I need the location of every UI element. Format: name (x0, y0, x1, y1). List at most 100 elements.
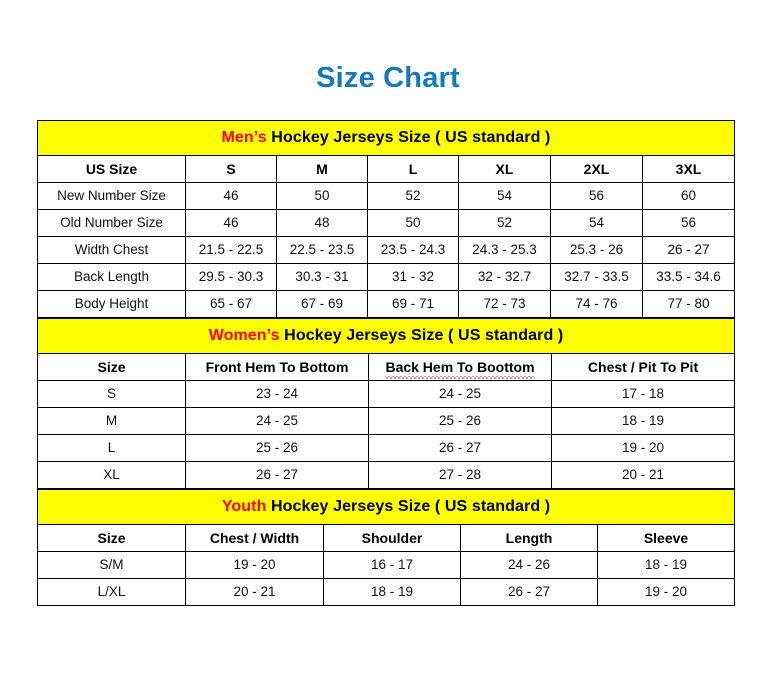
womens-row-3-value-1: 27 - 28 (368, 461, 552, 489)
table-row: S 23 - 24 24 - 25 17 - 18 (37, 380, 736, 408)
mens-row-1-label: Old Number Size (37, 209, 186, 237)
mens-row-1-value-1: 48 (276, 209, 368, 237)
mens-row-2-label: Width Chest (37, 236, 186, 264)
mens-row-4-value-4: 74 - 76 (550, 290, 643, 318)
page-title: Size Chart (316, 62, 460, 94)
table-row: Body Height 65 - 67 67 - 69 69 - 71 72 -… (37, 290, 735, 318)
mens-row-3-value-5: 33.5 - 34.6 (642, 263, 735, 291)
mens-row-2-value-3: 24.3 - 25.3 (458, 236, 551, 264)
womens-row-1-value-1: 25 - 26 (368, 407, 552, 435)
table-row: L 25 - 26 26 - 27 19 - 20 (37, 434, 736, 462)
mens-header-cell-1: S (185, 155, 277, 183)
youth-header-cell-1: Chest / Width (185, 524, 324, 552)
womens-row-1-value-2: 18 - 19 (550, 407, 736, 435)
mens-row-4-value-0: 65 - 67 (185, 290, 277, 318)
youth-row-0-label: S/M (37, 551, 186, 579)
mens-banner-rest: Hockey Jerseys Size ( US standard ) (266, 129, 551, 146)
youth-row-0-value-2: 24 - 26 (460, 551, 598, 579)
youth-banner-accent: Youth (221, 498, 267, 515)
mens-row-0-value-2: 52 (367, 182, 459, 210)
womens-row-0-value-1: 24 - 25 (368, 380, 552, 408)
mens-row-1-value-5: 56 (642, 209, 735, 237)
mens-header-cell-4: XL (458, 155, 551, 183)
youth-row-0-value-1: 16 - 17 (323, 551, 461, 579)
womens-banner-rest: Hockey Jerseys Size ( US standard ) (279, 327, 564, 344)
mens-banner-cell: Men’s Hockey Jerseys Size ( US standard … (37, 120, 735, 156)
youth-row-1-value-3: 19 - 20 (597, 578, 735, 606)
table-row: L/XL 20 - 21 18 - 19 26 - 27 19 - 20 (37, 578, 735, 606)
mens-row-3-value-3: 32 - 32.7 (458, 263, 551, 291)
youth-header-cell-0: Size (37, 524, 186, 552)
youth-section-banner: Youth Hockey Jerseys Size ( US standard … (37, 489, 735, 525)
mens-header-cell-0: US Size (37, 155, 186, 183)
mens-row-0-label: New Number Size (37, 182, 186, 210)
womens-header-cell-2-text: Back Hem To Boottom (385, 355, 535, 380)
youth-banner-rest: Hockey Jerseys Size ( US standard ) (266, 498, 551, 515)
womens-size-table: Women’s Hockey Jerseys Size ( US standar… (36, 318, 736, 489)
mens-row-0-value-0: 46 (185, 182, 277, 210)
mens-row-2-value-5: 26 - 27 (642, 236, 735, 264)
youth-header-row: Size Chest / Width Shoulder Length Sleev… (37, 524, 735, 552)
mens-row-3-label: Back Length (37, 263, 186, 291)
mens-row-1-value-3: 52 (458, 209, 551, 237)
womens-row-2-value-0: 25 - 26 (185, 434, 369, 462)
table-row: Old Number Size 46 48 50 52 54 56 (37, 209, 735, 237)
womens-header-cell-1: Front Hem To Bottom (185, 353, 369, 381)
womens-row-1-value-0: 24 - 25 (185, 407, 369, 435)
womens-banner-accent: Women’s (208, 327, 280, 344)
mens-row-2-value-0: 21.5 - 22.5 (185, 236, 277, 264)
mens-row-4-value-3: 72 - 73 (458, 290, 551, 318)
youth-banner-cell: Youth Hockey Jerseys Size ( US standard … (37, 489, 735, 525)
womens-header-cell-3: Chest / Pit To Pit (550, 353, 736, 381)
youth-header-cell-3: Length (460, 524, 598, 552)
youth-header-cell-4: Sleeve (597, 524, 735, 552)
table-row: M 24 - 25 25 - 26 18 - 19 (37, 407, 736, 435)
mens-header-cell-3: L (367, 155, 459, 183)
mens-row-4-value-2: 69 - 71 (367, 290, 459, 318)
mens-row-3-value-1: 30.3 - 31 (276, 263, 368, 291)
mens-header-row: US Size S M L XL 2XL 3XL (37, 155, 735, 183)
mens-row-0-value-3: 54 (458, 182, 551, 210)
mens-header-cell-6: 3XL (642, 155, 735, 183)
womens-row-0-label: S (37, 380, 186, 408)
mens-row-3-value-2: 31 - 32 (367, 263, 459, 291)
mens-row-2-value-4: 25.3 - 26 (550, 236, 643, 264)
mens-row-2-value-2: 23.5 - 24.3 (367, 236, 459, 264)
mens-header-cell-5: 2XL (550, 155, 643, 183)
womens-row-1-label: M (37, 407, 186, 435)
youth-header-cell-2: Shoulder (323, 524, 461, 552)
mens-header-cell-2: M (276, 155, 368, 183)
womens-row-0-value-0: 23 - 24 (185, 380, 369, 408)
mens-row-4-label: Body Height (37, 290, 186, 318)
womens-row-2-value-1: 26 - 27 (368, 434, 552, 462)
mens-size-table: Men’s Hockey Jerseys Size ( US standard … (37, 120, 735, 318)
youth-row-1-label: L/XL (37, 578, 186, 606)
womens-row-3-label: XL (37, 461, 186, 489)
youth-row-1-value-0: 20 - 21 (185, 578, 324, 606)
youth-row-0-value-0: 19 - 20 (185, 551, 324, 579)
womens-row-2-value-2: 19 - 20 (550, 434, 736, 462)
mens-row-4-value-5: 77 - 80 (642, 290, 735, 318)
mens-row-0-value-4: 56 (550, 182, 643, 210)
mens-row-1-value-0: 46 (185, 209, 277, 237)
womens-header-row: Size Front Hem To Bottom Back Hem To Boo… (37, 353, 736, 381)
mens-row-3-value-0: 29.5 - 30.3 (185, 263, 277, 291)
womens-banner-cell: Women’s Hockey Jerseys Size ( US standar… (36, 318, 736, 354)
youth-row-1-value-1: 18 - 19 (323, 578, 461, 606)
womens-row-2-label: L (37, 434, 186, 462)
mens-row-4-value-1: 67 - 69 (276, 290, 368, 318)
table-row: New Number Size 46 50 52 54 56 60 (37, 182, 735, 210)
womens-row-0-value-2: 17 - 18 (550, 380, 736, 408)
womens-header-cell-2: Back Hem To Boottom (368, 353, 552, 381)
womens-section-banner: Women’s Hockey Jerseys Size ( US standar… (36, 318, 736, 354)
womens-row-3-value-2: 20 - 21 (550, 461, 736, 489)
table-row: S/M 19 - 20 16 - 17 24 - 26 18 - 19 (37, 551, 735, 579)
mens-row-3-value-4: 32.7 - 33.5 (550, 263, 643, 291)
youth-size-table: Youth Hockey Jerseys Size ( US standard … (37, 489, 735, 606)
youth-row-1-value-2: 26 - 27 (460, 578, 598, 606)
table-row: XL 26 - 27 27 - 28 20 - 21 (37, 461, 736, 489)
mens-row-0-value-5: 60 (642, 182, 735, 210)
table-row: Width Chest 21.5 - 22.5 22.5 - 23.5 23.5… (37, 236, 735, 264)
mens-section-banner: Men’s Hockey Jerseys Size ( US standard … (37, 120, 735, 156)
